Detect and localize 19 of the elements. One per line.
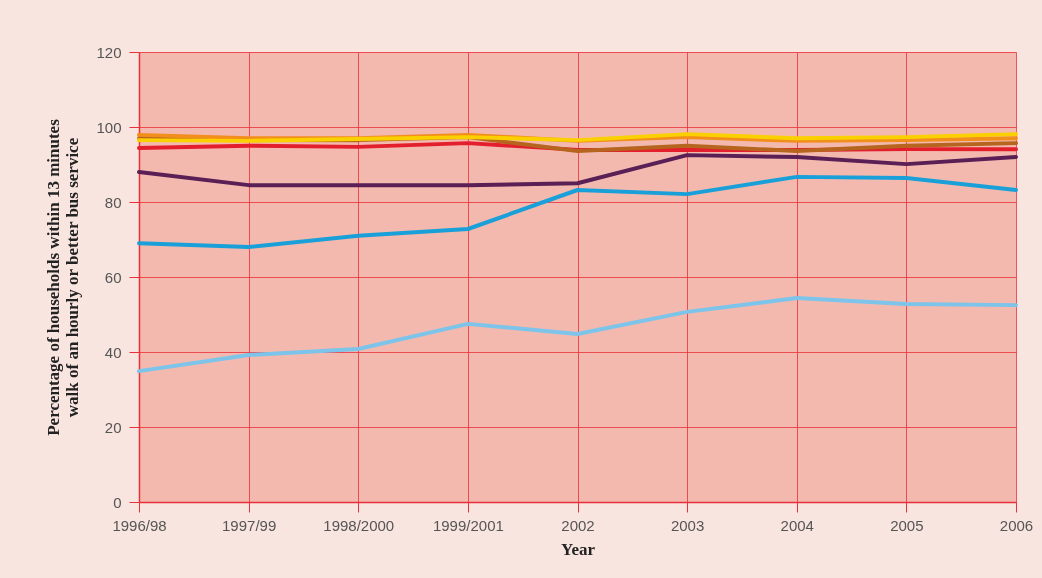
x-tick-label: 2005 <box>890 516 924 534</box>
y-tick-label: 100 <box>96 118 122 136</box>
x-tick-label: 1997/99 <box>222 516 277 534</box>
y-tick-label: 80 <box>104 193 122 211</box>
x-tick-label: 2004 <box>780 516 814 534</box>
x-tick-label: 1999/2001 <box>432 516 504 534</box>
x-tick-label: 1996/98 <box>112 516 167 534</box>
y-axis-title: Percentage of households within 13 minutes walk of an hourly or better bus service <box>44 118 83 436</box>
x-tick-label: 2003 <box>670 516 705 534</box>
y-tick-label: 20 <box>104 418 122 436</box>
x-axis-title: Year <box>561 539 596 559</box>
y-tick-label: 60 <box>104 268 122 286</box>
line-series <box>137 153 1018 188</box>
y-tick-label: 0 <box>113 493 122 511</box>
y-tick-label: 120 <box>96 43 122 61</box>
x-tick-label: 1998/2000 <box>323 516 395 534</box>
x-tick-label: 2006 <box>999 516 1034 534</box>
y-tick-label: 40 <box>104 343 122 361</box>
x-tick-label: 2002 <box>561 516 595 534</box>
